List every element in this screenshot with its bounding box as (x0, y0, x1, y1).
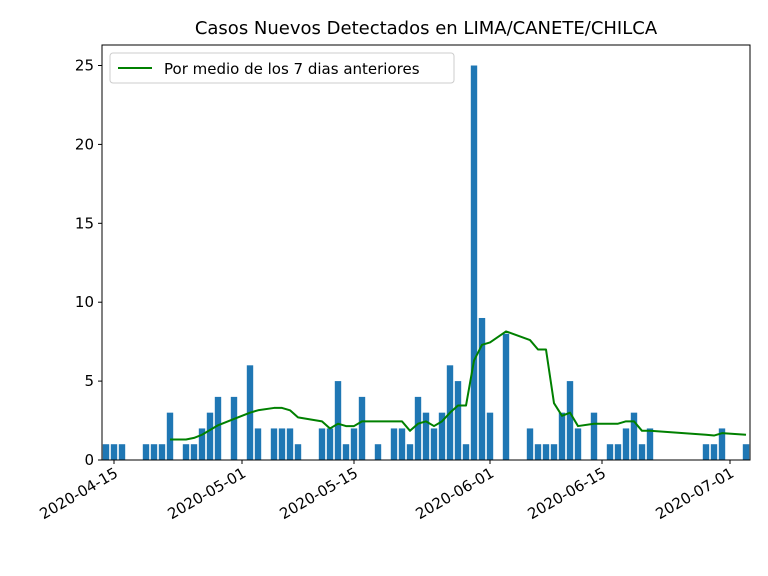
bar (150, 444, 158, 460)
bar (486, 412, 494, 460)
bar (406, 444, 414, 460)
bar (398, 428, 406, 460)
bar (198, 428, 206, 460)
y-tick-label: 5 (84, 372, 94, 390)
bar (638, 444, 646, 460)
bar (110, 444, 118, 460)
plot-frame (101, 44, 751, 461)
bar (718, 428, 726, 460)
bar (590, 412, 598, 460)
chart-title: Casos Nuevos Detectados en LIMA/CANETE/C… (195, 18, 658, 39)
bar (606, 444, 614, 460)
bar (342, 444, 350, 460)
bar (270, 428, 278, 460)
bar (182, 444, 190, 460)
y-tick-label: 0 (84, 451, 94, 469)
bar (550, 444, 558, 460)
bar (502, 333, 510, 460)
line-layer (170, 330, 747, 441)
bar (478, 317, 486, 460)
bar (334, 381, 342, 460)
bar (374, 444, 382, 460)
y-axis: 0 5 10 15 20 25 (75, 57, 102, 469)
bar (390, 428, 398, 460)
legend: Por medio de los 7 dias anteriores (109, 52, 455, 84)
bar (430, 428, 438, 460)
bar (102, 444, 110, 460)
bar (526, 428, 534, 460)
bar (358, 396, 366, 460)
bar (558, 412, 566, 460)
bar (326, 428, 334, 460)
bar (166, 412, 174, 460)
bar (214, 396, 222, 460)
bar (702, 444, 710, 460)
bar (438, 412, 446, 460)
bar (118, 444, 126, 460)
bar (142, 444, 150, 460)
bar (542, 444, 550, 460)
bar (462, 444, 470, 460)
y-tick-label: 20 (75, 135, 94, 153)
bar (294, 444, 302, 460)
bar (230, 396, 238, 460)
bar (422, 412, 430, 460)
bar (710, 444, 718, 460)
y-tick-label: 25 (75, 57, 94, 75)
bar (470, 65, 478, 460)
bar (254, 428, 262, 460)
bar (350, 428, 358, 460)
bar (318, 428, 326, 460)
bar (158, 444, 166, 460)
bar (742, 444, 750, 460)
bar (454, 381, 462, 460)
y-tick-label: 10 (75, 293, 94, 311)
bar (534, 444, 542, 460)
bar (622, 428, 630, 460)
bar (414, 396, 422, 460)
legend-box (109, 52, 455, 84)
y-tick-label: 15 (75, 214, 94, 232)
bar (286, 428, 294, 460)
bar (630, 412, 638, 460)
moving-average-line (170, 330, 747, 441)
bar (278, 428, 286, 460)
bar (206, 412, 214, 460)
bar (646, 428, 654, 460)
bar (566, 381, 574, 460)
bar (614, 444, 622, 460)
bar (574, 428, 582, 460)
legend-label: Por medio de los 7 dias anteriores (164, 60, 420, 78)
bar (190, 444, 198, 460)
